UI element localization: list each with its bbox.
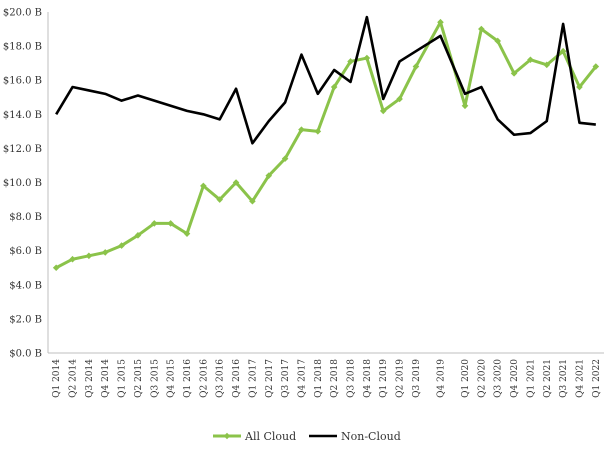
data-point-all-cloud xyxy=(52,264,60,272)
y-tick-label: $6.0 B xyxy=(9,246,42,257)
data-point-all-cloud xyxy=(183,230,191,237)
x-tick-label: Q2 2018 xyxy=(330,359,340,398)
y-tick-label: $14.0 B xyxy=(3,110,42,121)
x-axis: Q1 2014 Q2 2014 Q3 2014 Q4 2014 Q1 2015 Q2 20… xyxy=(48,352,604,398)
legend-label: All Cloud xyxy=(244,430,296,443)
data-point-all-cloud xyxy=(347,58,354,65)
x-tick-label: Q4 2016 xyxy=(232,359,242,398)
x-tick-label: Q3 2019 xyxy=(412,359,422,398)
x-tick-label: Q3 2018 xyxy=(347,359,357,398)
data-point-all-cloud xyxy=(478,25,485,33)
y-tick-label: $20.0 B xyxy=(3,8,42,19)
data-point-all-cloud xyxy=(527,56,534,64)
legend-item-all-cloud: All Cloud xyxy=(213,430,296,443)
x-tick-label: Q3 2021 xyxy=(559,359,569,398)
x-tick-label: Q3 2015 xyxy=(150,359,160,398)
data-point-all-cloud xyxy=(232,179,240,186)
data-point-all-cloud xyxy=(379,107,387,115)
x-tick-label: Q1 2022 xyxy=(592,359,602,398)
legend: All Cloud Non-Cloud xyxy=(213,430,401,443)
legend-label: Non-Cloud xyxy=(341,430,401,443)
data-point-all-cloud xyxy=(265,172,273,179)
x-tick-label: Q2 2015 xyxy=(134,359,144,398)
data-point-all-cloud xyxy=(167,220,174,227)
x-tick-label: Q4 2015 xyxy=(167,359,177,398)
x-tick-label: Q4 2019 xyxy=(436,359,446,398)
data-point-all-cloud xyxy=(216,196,224,203)
data-point-all-cloud xyxy=(200,182,207,190)
legend-item-non-cloud: Non-Cloud xyxy=(309,430,401,443)
x-tick-label: Q1 2015 xyxy=(118,359,128,398)
data-point-all-cloud xyxy=(150,220,158,227)
data-point-all-cloud xyxy=(559,47,567,55)
data-point-all-cloud xyxy=(461,102,469,110)
data-point-all-cloud xyxy=(281,155,289,162)
data-point-all-cloud xyxy=(576,83,583,91)
data-point-all-cloud xyxy=(134,232,142,239)
y-tick-label: $12.0 B xyxy=(3,144,42,155)
data-point-all-cloud xyxy=(510,70,518,77)
data-point-all-cloud xyxy=(85,252,93,260)
data-point-all-cloud xyxy=(249,197,256,205)
data-point-all-cloud xyxy=(314,128,322,135)
data-point-all-cloud xyxy=(101,249,109,256)
data-point-all-cloud xyxy=(330,83,338,91)
data-point-all-cloud xyxy=(118,242,125,249)
y-axis: $0.0 B $2.0 B $4.0 B $6.0 B $8.0 B $10.0 B $12… xyxy=(3,8,49,360)
x-tick-label: Q3 2014 xyxy=(85,359,95,398)
x-tick-label: Q4 2020 xyxy=(510,359,520,398)
series-line-non-cloud xyxy=(55,15,596,145)
data-point-all-cloud xyxy=(592,63,600,70)
x-tick-label: Q4 2017 xyxy=(297,359,307,398)
data-point-all-cloud xyxy=(363,54,371,62)
data-point-all-cloud xyxy=(298,126,305,133)
x-tick-label: Q2 2017 xyxy=(265,359,275,398)
y-tick-label: $16.0 B xyxy=(3,76,42,87)
x-tick-label: Q3 2020 xyxy=(494,359,504,398)
x-tick-label: Q2 2020 xyxy=(477,359,487,398)
series-lines xyxy=(52,15,600,272)
y-tick-label: $2.0 B xyxy=(9,314,42,325)
y-tick-label: $4.0 B xyxy=(9,280,42,291)
data-point-all-cloud xyxy=(543,61,551,69)
x-tick-label: Q1 2019 xyxy=(379,359,389,398)
data-point-all-cloud xyxy=(396,95,403,103)
x-tick-label: Q1 2016 xyxy=(183,359,193,398)
y-tick-label: $8.0 B xyxy=(9,212,42,223)
x-tick-label: Q3 2016 xyxy=(216,359,226,398)
y-tick-label: $10.0 B xyxy=(3,178,42,189)
x-tick-label: Q2 2019 xyxy=(396,359,406,398)
x-tick-label: Q1 2014 xyxy=(52,359,62,398)
data-point-all-cloud xyxy=(412,63,420,70)
x-tick-label: Q1 2017 xyxy=(248,359,258,398)
x-tick-label: Q4 2014 xyxy=(101,359,111,398)
data-point-all-cloud xyxy=(494,37,502,45)
x-tick-label: Q2 2014 xyxy=(69,359,79,398)
legend-marker xyxy=(223,432,231,440)
x-tick-label: Q4 2021 xyxy=(575,359,585,398)
data-point-all-cloud xyxy=(437,18,444,26)
x-tick-label: Q1 2020 xyxy=(461,359,471,398)
x-tick-label: Q1 2018 xyxy=(314,359,324,398)
y-tick-label: $18.0 B xyxy=(3,42,42,53)
x-tick-label: Q2 2021 xyxy=(543,359,553,398)
data-point-all-cloud xyxy=(69,255,76,263)
x-tick-label: Q2 2016 xyxy=(199,359,209,398)
series-line-all-cloud xyxy=(55,20,597,270)
x-tick-label: Q3 2017 xyxy=(281,359,291,398)
x-tick-label: Q1 2021 xyxy=(526,359,536,398)
y-tick-label: $0.0 B xyxy=(9,349,42,360)
x-tick-label: Q4 2018 xyxy=(363,359,373,398)
